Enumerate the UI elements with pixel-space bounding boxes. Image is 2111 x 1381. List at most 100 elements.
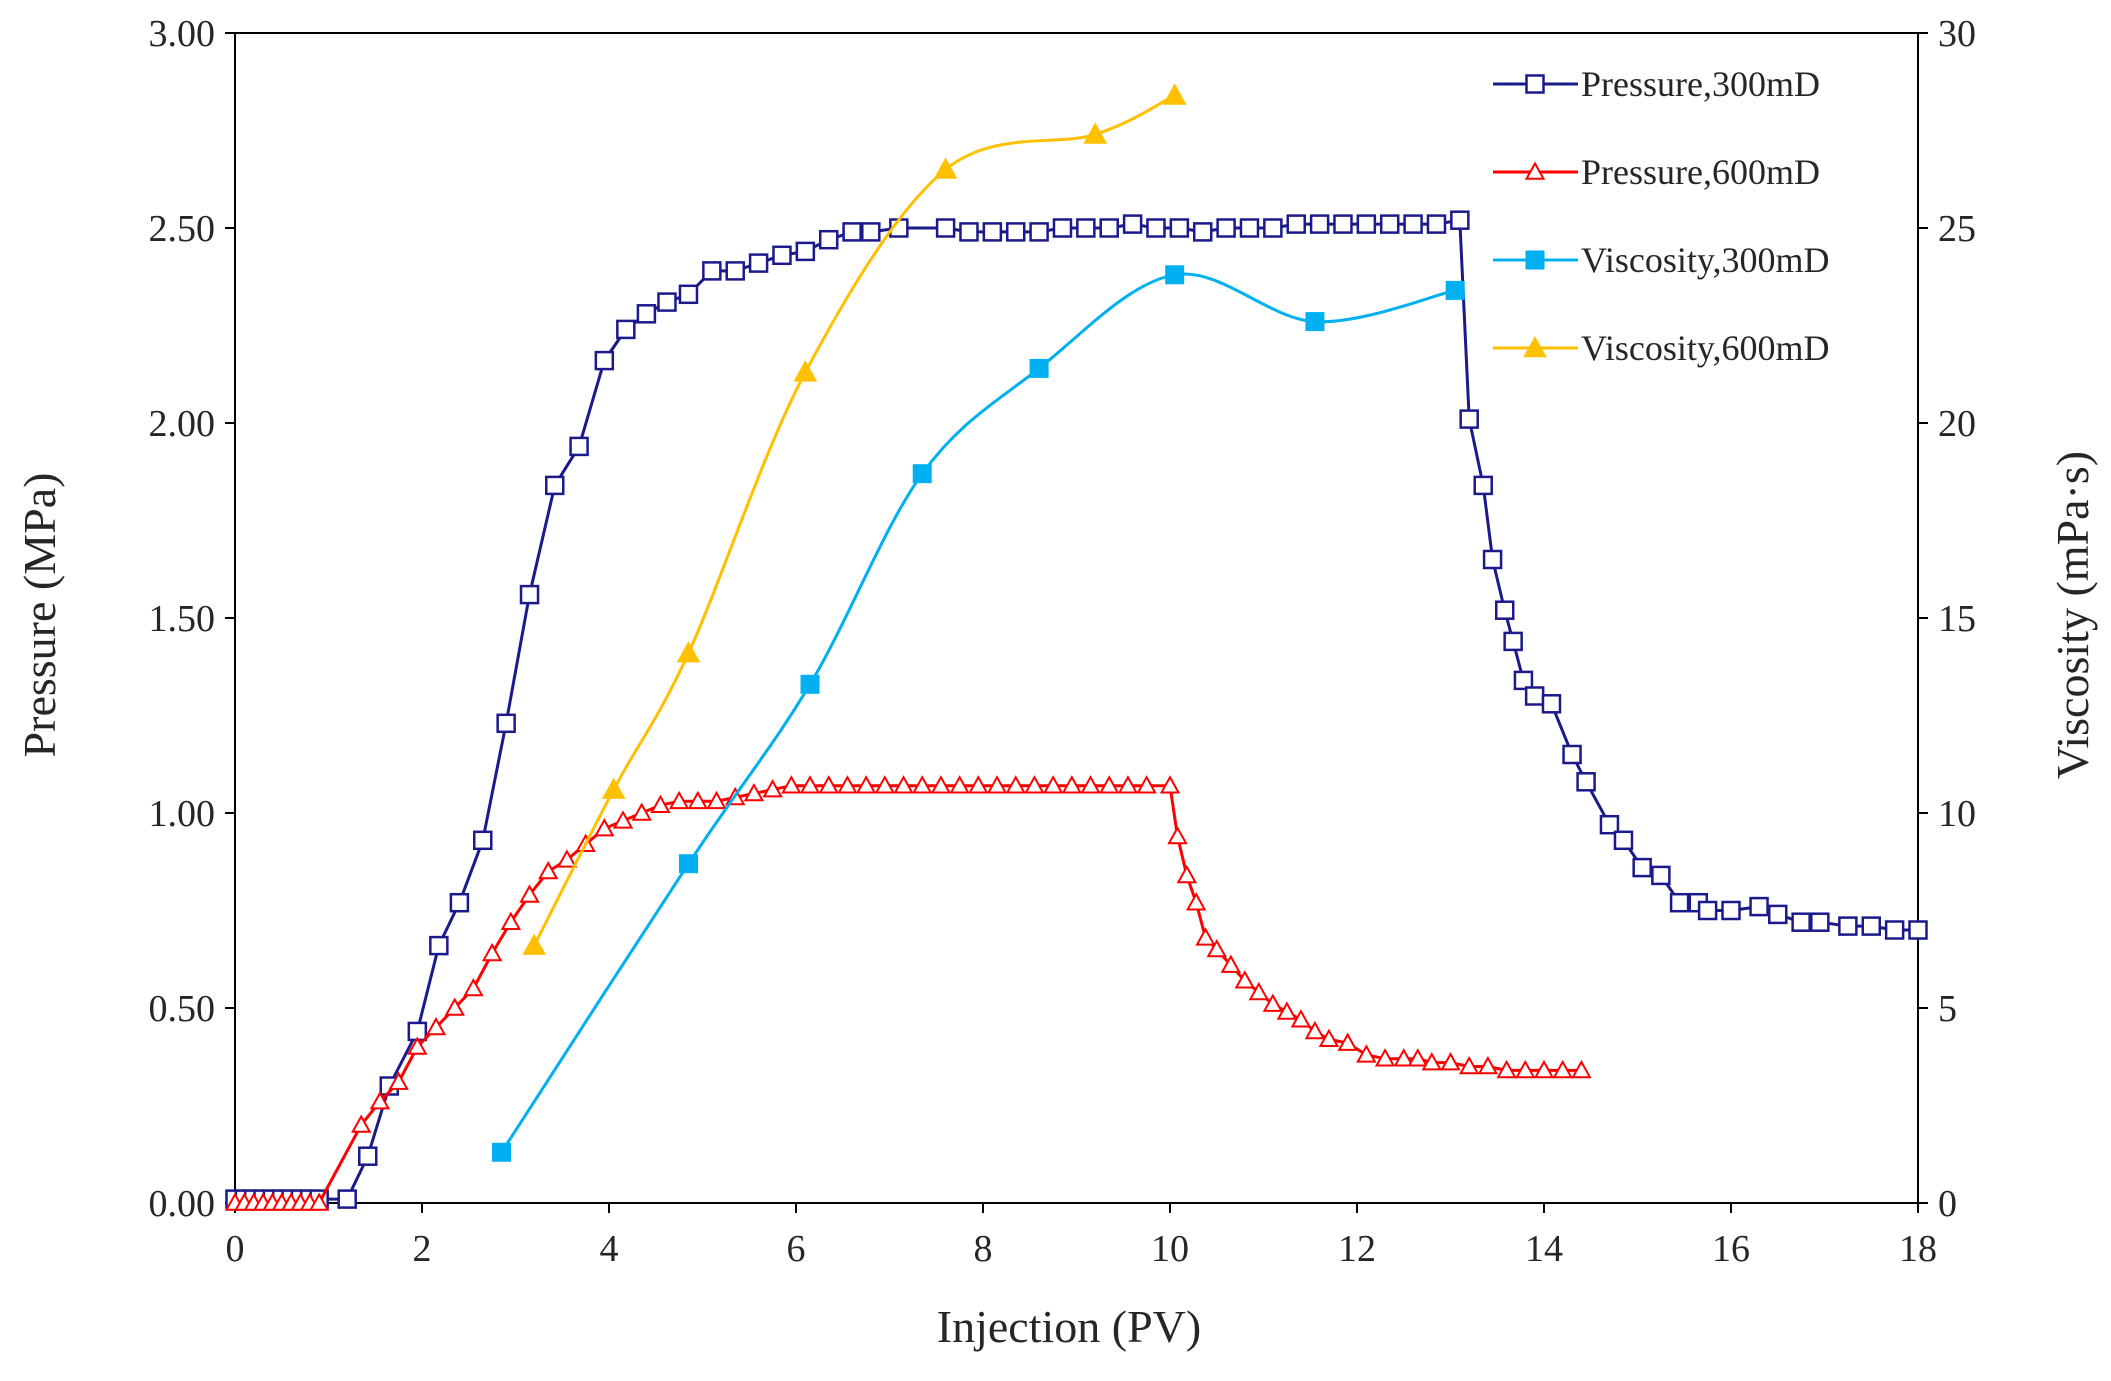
data-point-pressure-600md <box>1337 1032 1358 1051</box>
data-point-pressure-300md <box>1884 920 1905 940</box>
data-point-pressure-600md <box>1185 892 1207 911</box>
data-point-pressure-300md <box>842 222 862 242</box>
data-point-viscosity-300md <box>491 1142 511 1162</box>
data-point-pressure-600md <box>463 977 484 997</box>
data-point-pressure-600md <box>1248 981 1270 1001</box>
data-point-pressure-300md <box>1309 214 1330 234</box>
data-point-pressure-300md <box>449 892 470 913</box>
data-point-pressure-300md <box>1503 631 1523 652</box>
data-point-pressure-300md <box>1263 218 1283 238</box>
data-point-pressure-600md <box>781 775 802 794</box>
x-tick-label: 8 <box>974 1228 993 1270</box>
data-point-pressure-300md <box>657 292 677 312</box>
y-left-tick-label: 0.00 <box>149 1183 216 1225</box>
data-point-pressure-300md <box>1426 214 1447 234</box>
legend-item-viscosity-300md: Viscosity,300mD <box>1493 240 1830 280</box>
data-point-pressure-300md <box>725 261 745 281</box>
data-point-pressure-300md <box>1379 214 1400 234</box>
data-point-pressure-600md <box>1195 927 1216 946</box>
data-point-viscosity-600md <box>522 933 547 955</box>
y-right-tick-label: 15 <box>1938 598 1976 640</box>
data-point-viscosity-300md <box>678 854 698 874</box>
data-point-pressure-300md <box>1513 670 1534 691</box>
data-point-pressure-600md <box>930 775 952 794</box>
data-point-pressure-300md <box>1749 896 1769 917</box>
legend-label-pressure-600md: Pressure,600mD <box>1581 152 1820 192</box>
data-point-pressure-300md <box>1192 222 1213 242</box>
data-point-pressure-600md <box>556 849 578 868</box>
data-point-pressure-600md <box>631 802 652 821</box>
data-point-pressure-600md <box>1407 1048 1428 1067</box>
data-point-viscosity-600md <box>1162 83 1187 105</box>
data-point-pressure-300md <box>1356 214 1377 234</box>
series-viscosity-300md <box>491 265 1465 1162</box>
x-tick-label: 4 <box>600 1228 619 1270</box>
data-point-pressure-600md <box>687 790 709 810</box>
data-point-pressure-300md <box>1861 916 1881 936</box>
legend-item-viscosity-600md: Viscosity,600mD <box>1493 328 1830 368</box>
data-point-pressure-300md <box>1286 214 1306 234</box>
data-point-pressure-600md <box>893 775 914 794</box>
data-point-pressure-600md <box>369 1091 391 1110</box>
data-point-pressure-600md <box>874 775 896 794</box>
data-point-viscosity-300md <box>1165 265 1185 285</box>
data-point-pressure-300md <box>1482 549 1503 570</box>
series-pressure-300md <box>225 210 1928 1209</box>
data-point-pressure-300md <box>429 935 449 956</box>
series-pressure-600md <box>224 775 1592 1211</box>
data-point-pressure-600md <box>1571 1059 1592 1079</box>
data-point-viscosity-300md <box>1445 280 1465 300</box>
data-point-pressure-600md <box>1356 1044 1377 1063</box>
legend-label-viscosity-300md: Viscosity,300mD <box>1581 240 1830 280</box>
data-point-pressure-600md <box>1515 1059 1536 1079</box>
data-point-pressure-600md <box>388 1071 409 1090</box>
data-point-pressure-300md <box>1169 218 1190 238</box>
data-point-pressure-600md <box>1552 1059 1573 1079</box>
data-point-pressure-300md <box>861 222 881 242</box>
data-point-pressure-600md <box>1459 1055 1480 1075</box>
data-point-pressure-300md <box>1052 218 1073 238</box>
data-point-pressure-300md <box>1099 218 1119 238</box>
data-point-pressure-300md <box>748 253 769 273</box>
legend-marker-viscosity-600md <box>1523 335 1547 358</box>
data-point-pressure-300md <box>1450 210 1470 230</box>
x-tick-label: 12 <box>1338 1228 1376 1270</box>
plot-frame <box>234 32 1919 1204</box>
data-point-pressure-600md <box>481 942 503 962</box>
x-tick-label: 2 <box>413 1228 432 1270</box>
data-point-pressure-300md <box>818 229 839 250</box>
data-point-pressure-300md <box>1494 600 1515 620</box>
data-point-pressure-600md <box>818 775 839 794</box>
y-right-tick-label: 10 <box>1938 793 1976 835</box>
legend-label-viscosity-600md: Viscosity,600mD <box>1581 328 1830 368</box>
data-point-pressure-300md <box>1076 218 1096 238</box>
data-point-pressure-300md <box>1029 222 1049 242</box>
data-point-pressure-600md <box>500 911 522 930</box>
x-tick-label: 6 <box>787 1228 806 1270</box>
data-point-pressure-600md <box>1042 775 1064 794</box>
data-point-pressure-600md <box>1080 775 1101 794</box>
data-point-pressure-600md <box>1276 1001 1298 1020</box>
data-point-pressure-600md <box>407 1036 428 1055</box>
x-tick-label: 14 <box>1525 1228 1563 1270</box>
data-point-pressure-600md <box>1167 825 1188 845</box>
x-tick-label: 18 <box>1899 1228 1937 1270</box>
data-point-pressure-300md <box>358 1146 378 1166</box>
data-point-viscosity-300md <box>1305 312 1325 332</box>
y-right-tick-label: 30 <box>1938 13 1976 55</box>
y-right-tick-label: 5 <box>1938 988 1957 1030</box>
legend-marker-viscosity-300md <box>1525 250 1545 270</box>
data-point-viscosity-300md <box>800 674 820 694</box>
legend-item-pressure-600md: Pressure,600mD <box>1493 152 1820 192</box>
data-point-pressure-300md <box>1791 912 1811 932</box>
data-point-pressure-600md <box>1533 1059 1555 1079</box>
data-point-pressure-300md <box>636 304 657 324</box>
data-point-pressure-300md <box>1403 214 1423 234</box>
data-point-pressure-300md <box>702 261 722 281</box>
data-point-pressure-300md <box>473 830 493 851</box>
data-point-pressure-300md <box>594 350 615 371</box>
y-right-tick-label: 20 <box>1938 403 1976 445</box>
data-point-pressure-600md <box>1024 775 1045 794</box>
data-point-viscosity-300md <box>1029 358 1049 378</box>
plot-series <box>224 83 1928 1211</box>
